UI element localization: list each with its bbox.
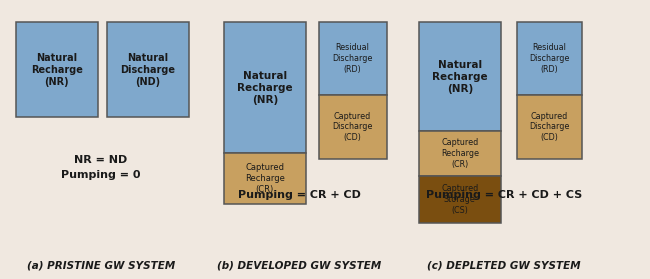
FancyBboxPatch shape [224, 153, 306, 204]
Text: Captured
Recharge
(CR): Captured Recharge (CR) [441, 138, 479, 169]
FancyBboxPatch shape [224, 22, 306, 153]
Text: Captured
Discharge
(CD): Captured Discharge (CD) [529, 112, 569, 142]
FancyBboxPatch shape [517, 22, 582, 95]
FancyBboxPatch shape [318, 22, 387, 95]
FancyBboxPatch shape [419, 176, 500, 223]
Text: Captured
Storage
(CS): Captured Storage (CS) [441, 184, 478, 215]
Text: Captured
Recharge
(CR): Captured Recharge (CR) [245, 163, 285, 194]
Text: Natural
Recharge
(NR): Natural Recharge (NR) [31, 53, 83, 87]
Text: Captured
Discharge
(CD): Captured Discharge (CD) [332, 112, 373, 142]
Text: Residual
Discharge
(RD): Residual Discharge (RD) [529, 43, 569, 74]
FancyBboxPatch shape [517, 95, 582, 159]
FancyBboxPatch shape [107, 22, 188, 117]
Text: Pumping = CR + CD: Pumping = CR + CD [237, 190, 361, 200]
FancyBboxPatch shape [419, 131, 500, 176]
Text: Natural
Discharge
(ND): Natural Discharge (ND) [120, 53, 176, 87]
Text: Pumping = CR + CD + CS: Pumping = CR + CD + CS [426, 190, 582, 200]
FancyBboxPatch shape [318, 95, 387, 159]
Text: Residual
Discharge
(RD): Residual Discharge (RD) [332, 43, 373, 74]
Text: Natural
Recharge
(NR): Natural Recharge (NR) [237, 71, 292, 105]
Text: (a) PRISTINE GW SYSTEM: (a) PRISTINE GW SYSTEM [27, 260, 175, 270]
Text: (b) DEVELOPED GW SYSTEM: (b) DEVELOPED GW SYSTEM [217, 260, 381, 270]
Text: Natural
Recharge
(NR): Natural Recharge (NR) [432, 60, 488, 94]
FancyBboxPatch shape [419, 22, 500, 131]
Text: NR = ND
Pumping = 0: NR = ND Pumping = 0 [61, 155, 140, 180]
FancyBboxPatch shape [16, 22, 98, 117]
Text: (c) DEPLETED GW SYSTEM: (c) DEPLETED GW SYSTEM [427, 260, 580, 270]
